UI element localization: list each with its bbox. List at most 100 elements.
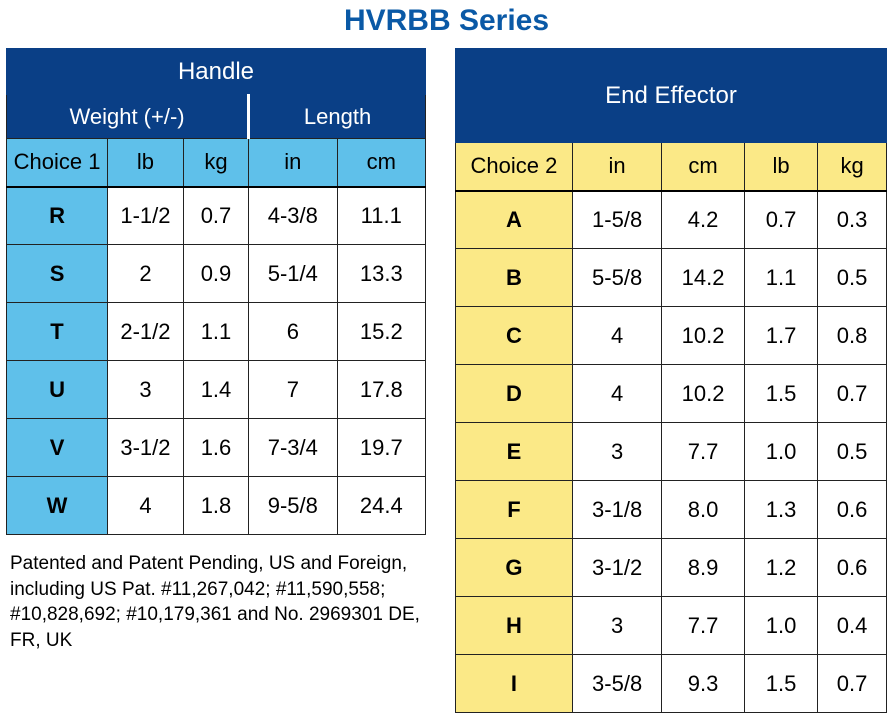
ee-row-kg: 0.5 bbox=[818, 249, 887, 307]
ee-row-lb: 1.7 bbox=[744, 307, 817, 365]
handle-choice-label: Choice 1 bbox=[7, 139, 108, 187]
ee-row-lb: 0.7 bbox=[744, 191, 817, 249]
table-row: W41.89-5/824.4 bbox=[7, 477, 426, 535]
ee-row-in: 3 bbox=[572, 423, 661, 481]
ee-row-label: G bbox=[456, 539, 573, 597]
handle-row-cm: 15.2 bbox=[337, 303, 425, 361]
ee-unit-lb: lb bbox=[744, 143, 817, 191]
ee-row-in: 3-5/8 bbox=[572, 655, 661, 713]
table-row: I3-5/89.31.50.7 bbox=[456, 655, 887, 713]
handle-row-cm: 19.7 bbox=[337, 419, 425, 477]
handle-row-lb: 3-1/2 bbox=[108, 419, 184, 477]
ee-row-kg: 0.4 bbox=[818, 597, 887, 655]
handle-row-label: W bbox=[7, 477, 108, 535]
handle-row-cm: 24.4 bbox=[337, 477, 425, 535]
ee-row-cm: 8.9 bbox=[662, 539, 745, 597]
handle-row-kg: 1.8 bbox=[183, 477, 248, 535]
handle-row-in: 5-1/4 bbox=[249, 245, 337, 303]
handle-row-label: R bbox=[7, 187, 108, 245]
ee-row-lb: 1.0 bbox=[744, 597, 817, 655]
ee-row-kg: 0.5 bbox=[818, 423, 887, 481]
ee-row-label: A bbox=[456, 191, 573, 249]
handle-header: Handle bbox=[7, 49, 426, 95]
ee-row-lb: 1.0 bbox=[744, 423, 817, 481]
handle-row-label: V bbox=[7, 419, 108, 477]
handle-section: Handle Weight (+/-) Length Choice 1 lb k… bbox=[6, 48, 433, 713]
ee-unit-in: in bbox=[572, 143, 661, 191]
ee-row-kg: 0.8 bbox=[818, 307, 887, 365]
table-row: H37.71.00.4 bbox=[456, 597, 887, 655]
ee-row-lb: 1.5 bbox=[744, 365, 817, 423]
handle-length-header: Length bbox=[249, 95, 426, 139]
end-effector-header: End Effector bbox=[456, 49, 887, 143]
ee-unit-kg: kg bbox=[818, 143, 887, 191]
ee-row-in: 3-1/8 bbox=[572, 481, 661, 539]
ee-row-cm: 9.3 bbox=[662, 655, 745, 713]
ee-row-cm: 7.7 bbox=[662, 423, 745, 481]
ee-row-label: F bbox=[456, 481, 573, 539]
table-row: F3-1/88.01.30.6 bbox=[456, 481, 887, 539]
ee-row-cm: 4.2 bbox=[662, 191, 745, 249]
table-row: C410.21.70.8 bbox=[456, 307, 887, 365]
table-row: D410.21.50.7 bbox=[456, 365, 887, 423]
ee-row-label: I bbox=[456, 655, 573, 713]
handle-unit-kg: kg bbox=[183, 139, 248, 187]
end-effector-section: End Effector Choice 2 in cm lb kg A1-5/8… bbox=[455, 48, 887, 713]
handle-row-kg: 1.6 bbox=[183, 419, 248, 477]
handle-table: Handle Weight (+/-) Length Choice 1 lb k… bbox=[6, 48, 426, 535]
ee-unit-cm: cm bbox=[662, 143, 745, 191]
handle-row-kg: 1.4 bbox=[183, 361, 248, 419]
ee-row-kg: 0.6 bbox=[818, 481, 887, 539]
handle-unit-in: in bbox=[249, 139, 337, 187]
table-row: B5-5/814.21.10.5 bbox=[456, 249, 887, 307]
ee-row-kg: 0.3 bbox=[818, 191, 887, 249]
ee-row-in: 4 bbox=[572, 307, 661, 365]
ee-row-cm: 10.2 bbox=[662, 365, 745, 423]
ee-row-in: 3 bbox=[572, 597, 661, 655]
ee-choice-label: Choice 2 bbox=[456, 143, 573, 191]
handle-row-lb: 1-1/2 bbox=[108, 187, 184, 245]
ee-row-lb: 1.1 bbox=[744, 249, 817, 307]
handle-row-in: 7-3/4 bbox=[249, 419, 337, 477]
ee-row-in: 4 bbox=[572, 365, 661, 423]
handle-unit-cm: cm bbox=[337, 139, 425, 187]
handle-row-in: 6 bbox=[249, 303, 337, 361]
handle-weight-header: Weight (+/-) bbox=[7, 95, 249, 139]
ee-row-in: 3-1/2 bbox=[572, 539, 661, 597]
handle-row-cm: 13.3 bbox=[337, 245, 425, 303]
ee-row-lb: 1.3 bbox=[744, 481, 817, 539]
handle-row-lb: 2 bbox=[108, 245, 184, 303]
ee-row-cm: 7.7 bbox=[662, 597, 745, 655]
ee-row-label: D bbox=[456, 365, 573, 423]
handle-row-kg: 0.9 bbox=[183, 245, 248, 303]
handle-row-in: 9-5/8 bbox=[249, 477, 337, 535]
tables-container: Handle Weight (+/-) Length Choice 1 lb k… bbox=[0, 48, 893, 713]
ee-row-kg: 0.7 bbox=[818, 655, 887, 713]
table-row: R1-1/20.74-3/811.1 bbox=[7, 187, 426, 245]
table-row: V3-1/21.67-3/419.7 bbox=[7, 419, 426, 477]
handle-row-label: U bbox=[7, 361, 108, 419]
ee-row-label: B bbox=[456, 249, 573, 307]
table-row: A1-5/84.20.70.3 bbox=[456, 191, 887, 249]
ee-row-in: 1-5/8 bbox=[572, 191, 661, 249]
ee-row-lb: 1.5 bbox=[744, 655, 817, 713]
ee-row-label: E bbox=[456, 423, 573, 481]
ee-row-label: C bbox=[456, 307, 573, 365]
ee-row-kg: 0.7 bbox=[818, 365, 887, 423]
handle-row-lb: 2-1/2 bbox=[108, 303, 184, 361]
ee-row-lb: 1.2 bbox=[744, 539, 817, 597]
handle-row-cm: 17.8 bbox=[337, 361, 425, 419]
end-effector-table: End Effector Choice 2 in cm lb kg A1-5/8… bbox=[455, 48, 887, 713]
handle-row-lb: 4 bbox=[108, 477, 184, 535]
table-row: U31.4717.8 bbox=[7, 361, 426, 419]
handle-row-kg: 0.7 bbox=[183, 187, 248, 245]
handle-row-label: S bbox=[7, 245, 108, 303]
handle-row-kg: 1.1 bbox=[183, 303, 248, 361]
handle-unit-lb: lb bbox=[108, 139, 184, 187]
handle-row-in: 7 bbox=[249, 361, 337, 419]
table-row: E37.71.00.5 bbox=[456, 423, 887, 481]
handle-row-lb: 3 bbox=[108, 361, 184, 419]
ee-row-kg: 0.6 bbox=[818, 539, 887, 597]
ee-row-cm: 8.0 bbox=[662, 481, 745, 539]
table-row: G3-1/28.91.20.6 bbox=[456, 539, 887, 597]
